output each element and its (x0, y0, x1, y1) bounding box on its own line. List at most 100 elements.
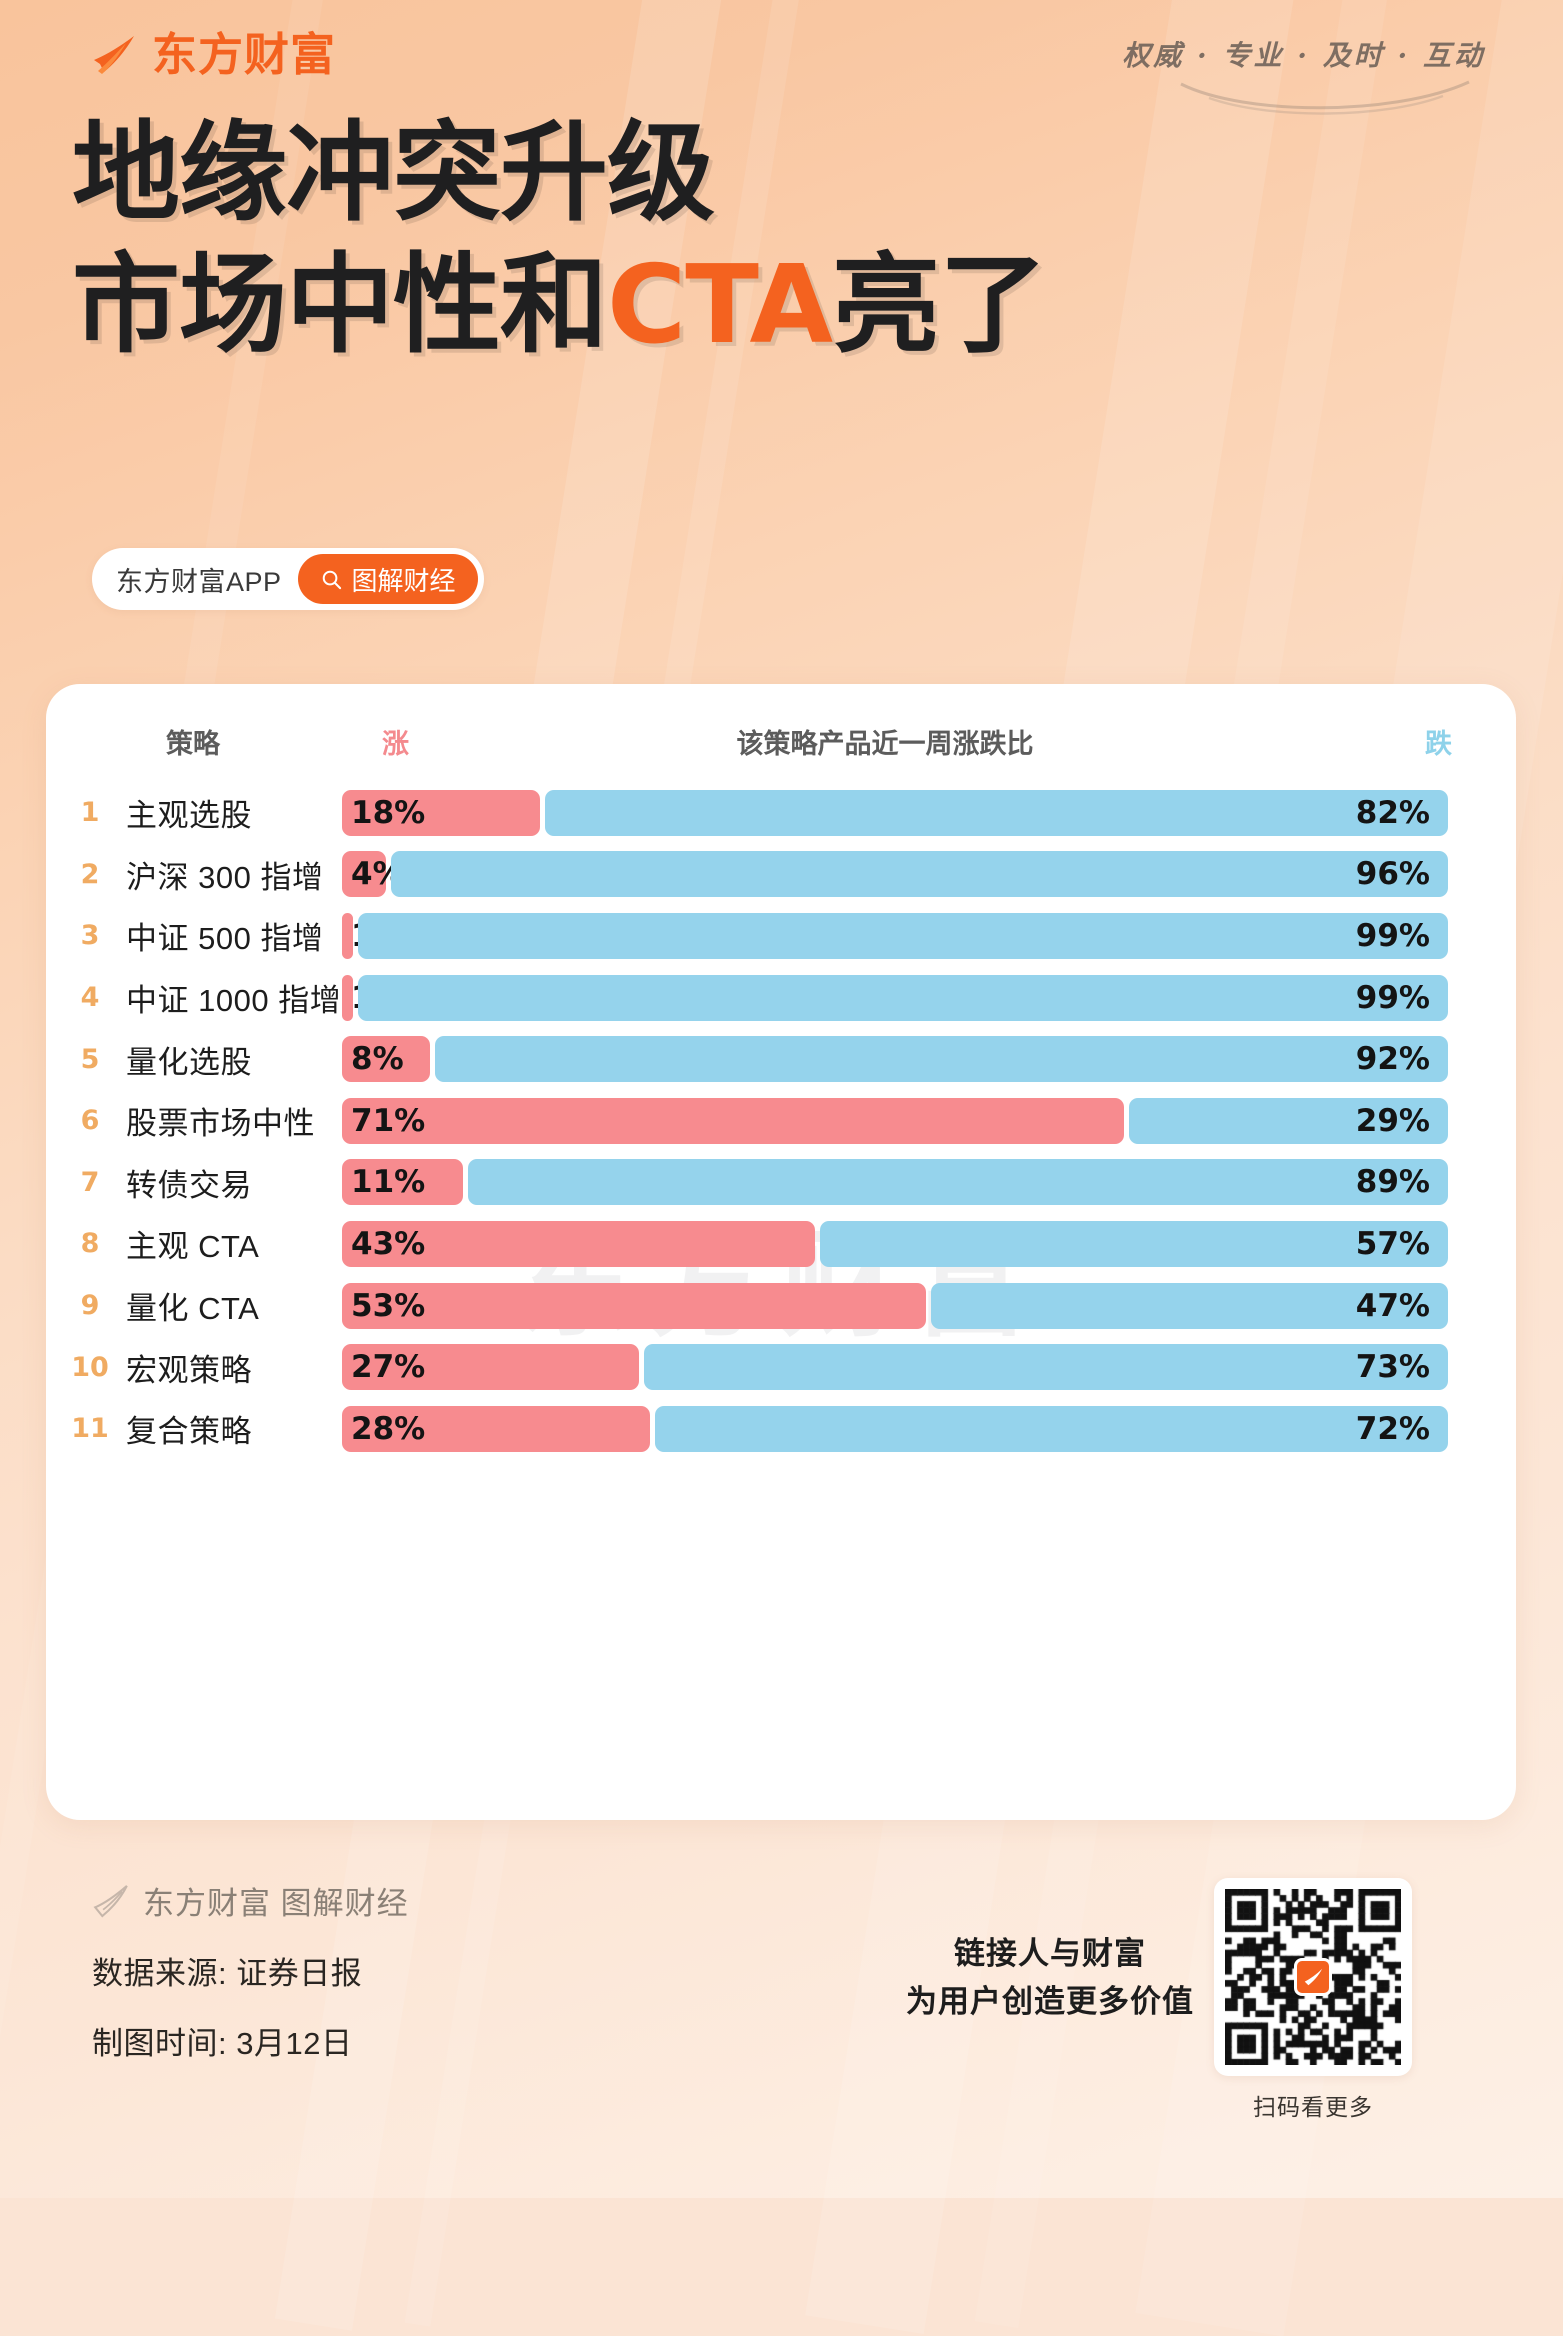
row-rank: 4 (80, 982, 100, 1014)
row-rank: 1 (80, 797, 100, 829)
row-strategy-name: 量化 CTA (126, 1291, 260, 1327)
column-header-strategy: 策略 (166, 729, 220, 759)
bar-up: 43% (342, 1220, 815, 1267)
chart-row: 3 中证 500 指增 1% 99% (46, 905, 1516, 967)
eastmoney-wing-outline-icon (93, 1884, 128, 1917)
row-bars: 1% 99% (342, 974, 1448, 1021)
row-strategy-name: 转债交易 (126, 1167, 252, 1203)
row-rank: 7 (80, 1166, 100, 1198)
bar-down-value: 99% (1355, 979, 1430, 1016)
chart-row: 4 中证 1000 指增1% 99% (46, 967, 1516, 1029)
swoosh-icon (1180, 80, 1470, 115)
tuJieCaiJing-pill-button[interactable]: 图解财经 (297, 554, 478, 604)
row-strategy-name: 量化选股 (126, 1044, 252, 1080)
bar-down: 99% (358, 974, 1448, 1021)
bar-down-value: 72% (1355, 1410, 1430, 1447)
bar-down-value: 96% (1355, 856, 1430, 893)
column-header-up: 涨 (382, 729, 409, 759)
brand-tagline: 权威 · 专业 · 及时 · 互动 (1122, 39, 1485, 72)
bar-down: 82% (545, 789, 1448, 836)
search-icon (322, 570, 341, 589)
row-strategy-name: 股票市场中性 (126, 1106, 315, 1142)
footer-slogan-line2: 为用户创造更多价值 (906, 1984, 1194, 2020)
page-title-line1: 地缘冲突升级 (72, 111, 715, 236)
bar-down: 89% (468, 1159, 1448, 1206)
bar-down-value: 57% (1355, 1225, 1430, 1262)
row-bars: 27% 73% (342, 1344, 1448, 1391)
bar-down-value: 47% (1355, 1287, 1430, 1324)
bar-up: 71% (342, 1097, 1124, 1144)
footer-brand: 东方财富 图解财经 (92, 1878, 409, 1923)
bar-up-value: 18% (351, 794, 426, 831)
qr-caption: 扫码看更多 (1253, 2094, 1373, 2120)
row-strategy-name: 宏观策略 (126, 1352, 252, 1388)
row-bars: 53% 47% (342, 1282, 1448, 1329)
bar-down-value: 73% (1355, 1349, 1430, 1386)
chart-row: 9 量化 CTA 53% 47% (46, 1275, 1516, 1337)
bar-up: 8% (342, 1036, 430, 1083)
bar-down: 57% (820, 1220, 1448, 1267)
row-rank: 9 (80, 1290, 100, 1322)
page-title-line2-pre: 市场中性和 (72, 242, 608, 368)
row-rank: 2 (80, 858, 100, 890)
qr-code-icon[interactable] (1214, 1878, 1412, 2076)
page-title-line2: 市场中性和CTA亮了 (72, 240, 1047, 372)
row-bars: 18% 82% (342, 789, 1448, 836)
chart-rows: 1 主观选股 18% 82% 2 沪深 300 指增 4% 96% 3中证 500 指增1%99… (46, 782, 1516, 1460)
row-strategy-name: 沪深 300 指增 (126, 859, 324, 895)
row-strategy-name: 主观 CTA (126, 1229, 260, 1265)
bar-down-value: 92% (1355, 1041, 1430, 1078)
bar-up: 4% (342, 851, 404, 898)
row-bars: 43% 57% (342, 1220, 1448, 1267)
footer-slogan: 链接人与财富 为用户创造更多价值 (880, 1930, 1220, 2026)
poster: 东方财富 权威 · 专业 · 及时 · 互动 地缘冲突升级 市场中性和CTA亮了… (46, 27, 1516, 2122)
bar-down: 47% (931, 1282, 1448, 1329)
row-bars: 4% 96% (342, 851, 1448, 898)
row-rank: 6 (80, 1105, 100, 1137)
row-bars: 8% 92% (342, 1036, 1448, 1083)
app-badge-label: 东方财富APP (116, 566, 282, 597)
row-rank: 3 (80, 920, 100, 952)
page-title-line2-post: 亮了 (832, 242, 1047, 368)
row-rank: 11 (71, 1413, 109, 1445)
row-strategy-name: 中证 1000 指增 (126, 983, 342, 1019)
chart-row: 5 量化选股 8% 92% (46, 1028, 1516, 1090)
table-header: 策略 涨 该策略产品近一周涨跌比 跌 (46, 722, 1516, 764)
bar-up-value: 71% (351, 1102, 426, 1139)
eastmoney-wing-icon (94, 36, 134, 74)
bar-up: 28% (342, 1405, 650, 1452)
row-rank: 5 (80, 1043, 100, 1075)
eastmoney-wing-icon (1304, 1968, 1323, 1986)
bar-up-value: 11% (351, 1164, 426, 1201)
row-strategy-name: 主观选股 (126, 798, 252, 834)
chart-row: 8 主观 CTA 43% 57% (46, 1213, 1516, 1275)
bar-up: 53% (342, 1282, 926, 1329)
row-bars: 71% 29% (342, 1097, 1448, 1144)
bar-up: 1% (342, 974, 404, 1021)
bar-down-value: 89% (1355, 1164, 1430, 1201)
footer-date: 制图时间: 3月12日 (92, 2026, 353, 2061)
bar-down: 92% (435, 1036, 1448, 1083)
chart-row: 10 宏观策略 27% 73% (46, 1336, 1516, 1398)
bar-down-value: 99% (1355, 917, 1430, 954)
bar-up-value: 27% (351, 1349, 426, 1386)
bar-up-value: 53% (351, 1287, 426, 1324)
column-header-down: 跌 (1425, 729, 1452, 759)
qr-center-logo (1294, 1958, 1332, 1996)
app-badge[interactable]: 东方财富APP 图解财经 (92, 548, 484, 610)
bar-up: 11% (342, 1159, 463, 1206)
bar-down: 73% (644, 1344, 1448, 1391)
brand-logo-text: 东方财富 (152, 27, 337, 81)
row-bars: 28% 72% (342, 1405, 1448, 1452)
row-rank: 8 (80, 1228, 100, 1260)
qr-section[interactable]: 扫码看更多 (1214, 1878, 1412, 2122)
chart-row: 7 转债交易 11% 89% (46, 1152, 1516, 1214)
chart-row: 11 复合策略 28% 72% (46, 1398, 1516, 1460)
page-title-highlight: CTA (607, 242, 833, 368)
bar-down: 96% (391, 851, 1448, 898)
row-bars: 11% 89% (342, 1159, 1448, 1206)
bar-up-value: 43% (351, 1225, 426, 1262)
bar-down: 99% (358, 912, 1448, 959)
chart-row: 2 沪深 300 指增 4% 96% (46, 844, 1516, 906)
chart-title: 该策略产品近一周涨跌比 (736, 729, 1034, 759)
